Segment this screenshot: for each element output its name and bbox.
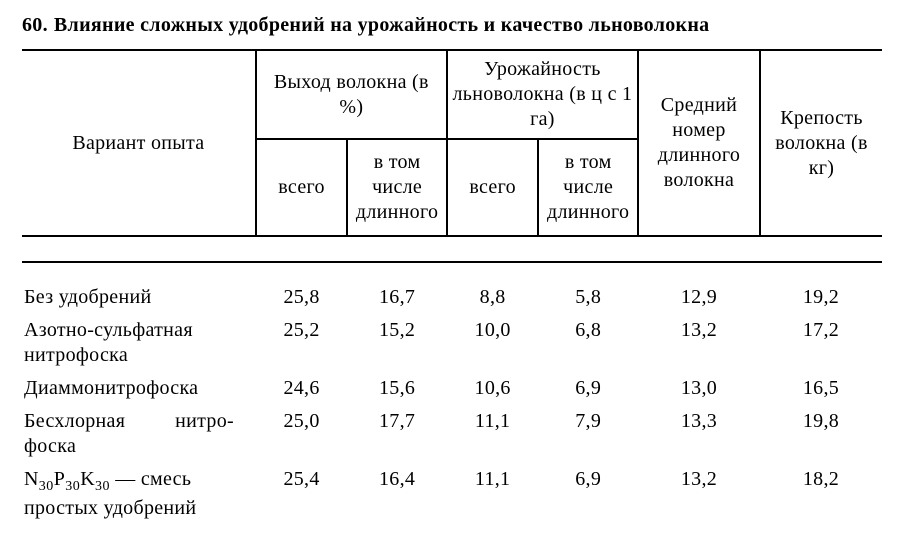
table-row: Азотно-сульфатная нитрофоска25,215,210,0…: [22, 314, 882, 372]
row-label: Азотно-сульфатная нитрофоска: [22, 314, 256, 372]
table-row: Бесхлорная нитро-фоска25,017,711,17,913,…: [22, 405, 882, 463]
cell-value: 17,7: [347, 405, 447, 463]
cell-value: 25,0: [256, 405, 347, 463]
body-spacer: [22, 262, 882, 281]
col-harvest-total: всего: [447, 139, 538, 236]
data-table: Вариант опыта Выход волокна (в %) Урожай…: [22, 49, 882, 525]
cell-value: 24,6: [256, 372, 347, 405]
cell-value: 19,8: [760, 405, 882, 463]
table-body: Без удобрений25,816,78,85,812,919,2Азотн…: [22, 281, 882, 525]
header-row-1: Вариант опыта Выход волокна (в %) Урожай…: [22, 50, 882, 139]
cell-value: 11,1: [447, 463, 538, 525]
cell-value: 18,2: [760, 463, 882, 525]
cell-value: 13,3: [638, 405, 760, 463]
col-avg-number: Средний номер длинного волокна: [638, 50, 760, 236]
col-harvest-long: в том числе длинного: [538, 139, 638, 236]
cell-value: 17,2: [760, 314, 882, 372]
col-variant: Вариант опыта: [22, 50, 256, 236]
cell-value: 7,9: [538, 405, 638, 463]
cell-value: 25,2: [256, 314, 347, 372]
cell-value: 16,4: [347, 463, 447, 525]
row-label: Диаммонитрофоска: [22, 372, 256, 405]
cell-value: 15,6: [347, 372, 447, 405]
col-strength: Крепость волокна (в кг): [760, 50, 882, 236]
cell-value: 16,5: [760, 372, 882, 405]
table-row: Диаммонитрофоска24,615,610,66,913,016,5: [22, 372, 882, 405]
cell-value: 10,6: [447, 372, 538, 405]
document-page: 60. Влияние сложных удобрений на урожайно…: [0, 0, 904, 556]
cell-value: 8,8: [447, 281, 538, 314]
table-row: N30P30K30 — смесь простых удобрений25,41…: [22, 463, 882, 525]
cell-value: 13,0: [638, 372, 760, 405]
cell-value: 15,2: [347, 314, 447, 372]
cell-value: 12,9: [638, 281, 760, 314]
cell-value: 10,0: [447, 314, 538, 372]
cell-value: 6,9: [538, 372, 638, 405]
cell-value: 25,4: [256, 463, 347, 525]
row-label: N30P30K30 — смесь простых удобрений: [22, 463, 256, 525]
cell-value: 16,7: [347, 281, 447, 314]
row-label: Без удобрений: [22, 281, 256, 314]
cell-value: 6,9: [538, 463, 638, 525]
col-fiber-long: в том числе длинного: [347, 139, 447, 236]
col-harvest: Урожайность льноволокна (в ц с 1 га): [447, 50, 638, 139]
cell-value: 6,8: [538, 314, 638, 372]
cell-value: 5,8: [538, 281, 638, 314]
table-row: Без удобрений25,816,78,85,812,919,2: [22, 281, 882, 314]
table-caption: 60. Влияние сложных удобрений на урожайно…: [22, 14, 882, 37]
col-fiber-yield: Выход волокна (в %): [256, 50, 447, 139]
header-spacer: [22, 236, 882, 262]
cell-value: 19,2: [760, 281, 882, 314]
cell-value: 13,2: [638, 463, 760, 525]
cell-value: 11,1: [447, 405, 538, 463]
table-title: Влияние сложных удобрений на урожайность…: [54, 14, 710, 36]
row-label: Бесхлорная нитро-фоска: [22, 405, 256, 463]
cell-value: 13,2: [638, 314, 760, 372]
col-fiber-total: всего: [256, 139, 347, 236]
cell-value: 25,8: [256, 281, 347, 314]
table-number: 60.: [22, 14, 48, 36]
